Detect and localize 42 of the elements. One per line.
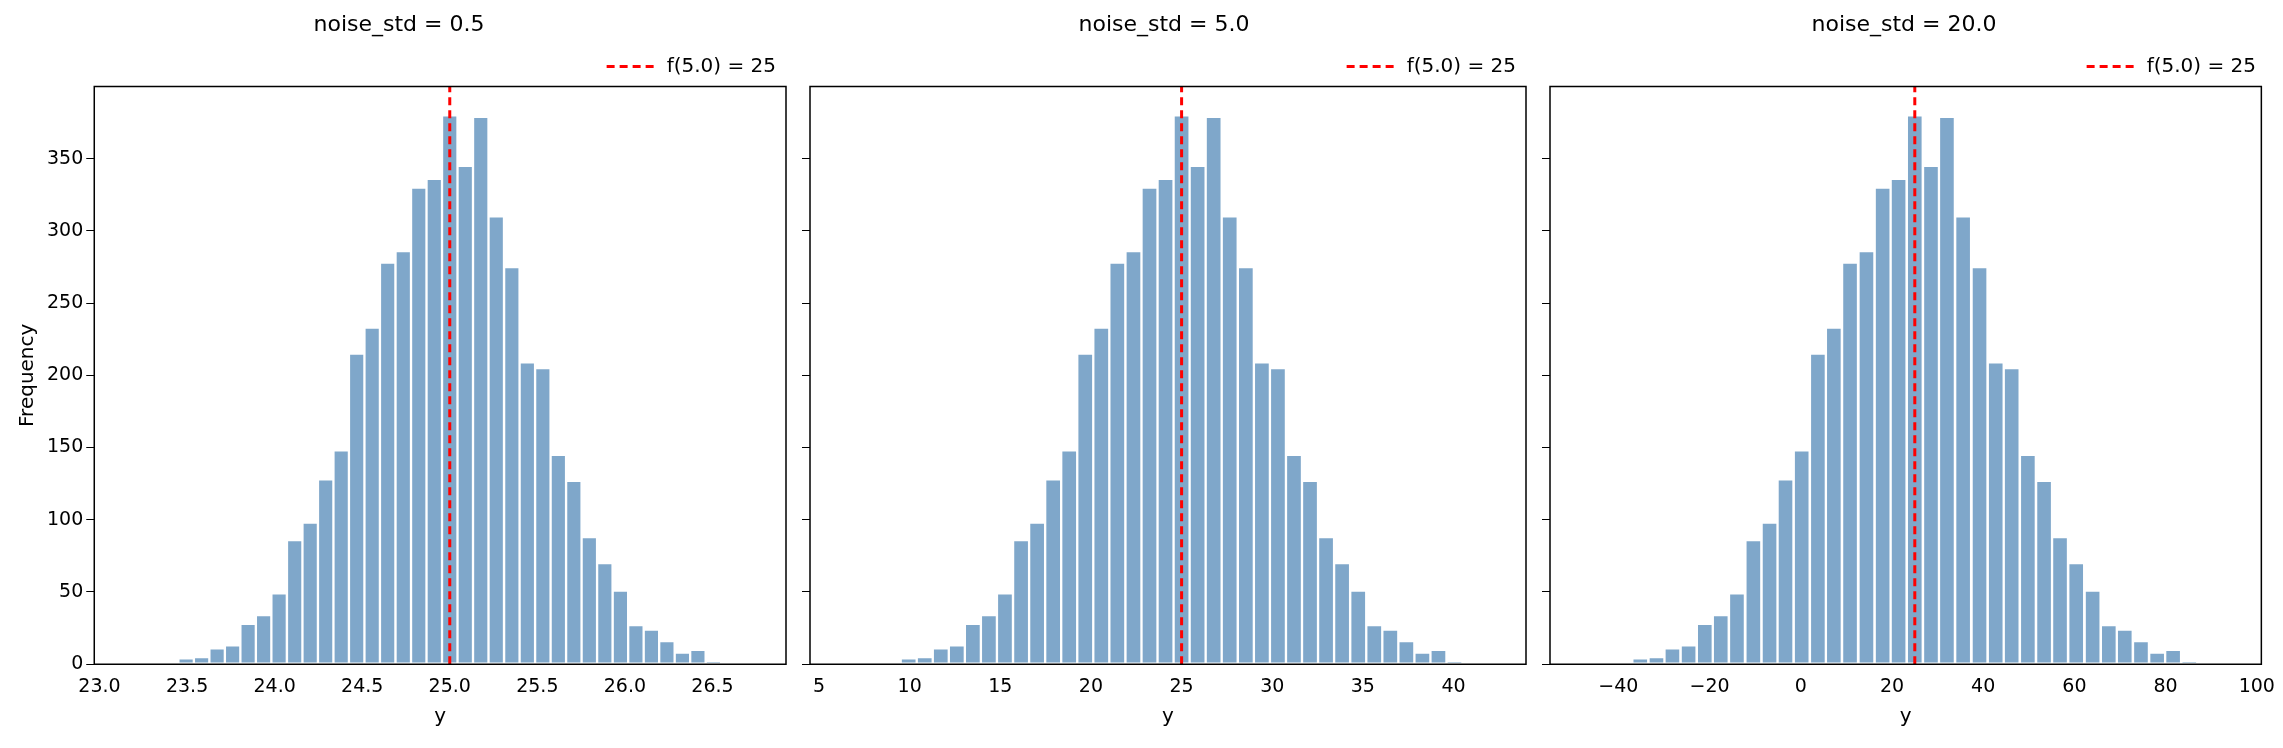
x-tick-label: 20: [1078, 673, 1104, 696]
y-tick-label: 250: [47, 290, 84, 313]
y-tick-label: 350: [47, 145, 84, 168]
x-tick-label: 80: [2153, 673, 2178, 696]
x-tick-label: 5: [813, 673, 826, 696]
x-tick-label: 0: [1794, 673, 1807, 696]
legend-label: f(5.0) = 25: [1406, 52, 1516, 77]
x-tick-label: 25.5: [516, 673, 559, 696]
x-tick-label: −40: [1598, 673, 1639, 696]
chart-title: noise_std = 0.5: [313, 10, 485, 37]
x-tick-label: 24.5: [341, 673, 384, 696]
x-tick-label: 60: [2062, 673, 2087, 696]
x-tick-label: 10: [897, 673, 922, 696]
x-tick-label: 20: [1879, 673, 1905, 696]
y-tick-label: 0: [71, 651, 84, 674]
legend-label: f(5.0) = 25: [2146, 52, 2256, 77]
legend-label: f(5.0) = 25: [666, 52, 776, 77]
y-tick-label: 100: [47, 506, 84, 529]
x-tick-label: 24.0: [253, 673, 296, 696]
x-axis-title: y: [1162, 703, 1175, 728]
y-tick-label: 150: [47, 434, 84, 457]
x-tick-label: 25: [1169, 673, 1194, 696]
chart-title: noise_std = 20.0: [1811, 10, 1997, 37]
x-tick-label: 30: [1260, 673, 1285, 696]
x-axis-title: y: [434, 703, 447, 728]
y-tick-label: 300: [47, 217, 84, 240]
x-axis-title: y: [1899, 703, 1912, 728]
x-tick-label: 100: [2238, 673, 2275, 696]
y-tick-label: 200: [47, 362, 84, 385]
x-tick-label: 23.0: [78, 673, 121, 696]
x-tick-label: −20: [1689, 673, 1730, 696]
y-tick-label: 50: [59, 578, 84, 601]
x-tick-label: 26.5: [691, 673, 734, 696]
x-tick-label: 26.0: [603, 673, 647, 696]
x-tick-label: 40: [1441, 673, 1466, 696]
x-tick-label: 35: [1350, 673, 1375, 696]
y-axis-title: Frequency: [14, 323, 39, 427]
x-tick-label: 40: [1971, 673, 1996, 696]
x-tick-label: 25.0: [428, 673, 471, 696]
chart-title: noise_std = 5.0: [1078, 10, 1250, 37]
x-tick-label: 15: [988, 673, 1013, 696]
x-tick-label: 23.5: [165, 673, 209, 696]
